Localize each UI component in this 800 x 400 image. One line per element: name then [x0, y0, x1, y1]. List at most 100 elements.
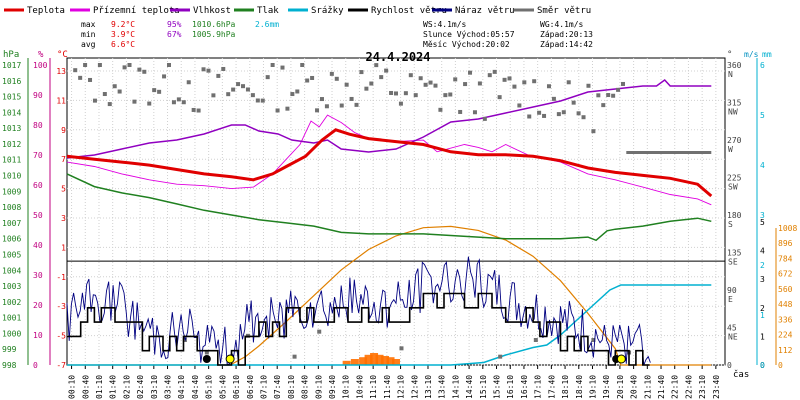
- direction-point: [191, 107, 196, 112]
- x-tick-label: 15:10: [479, 375, 488, 399]
- direction-point: [127, 63, 132, 67]
- direction-point: [206, 68, 211, 73]
- info-right: WG:4.1m/s: [540, 20, 584, 29]
- direction-point: [542, 113, 547, 118]
- x-tick-label: 16:40: [520, 375, 529, 399]
- pressure-tick-label: 1004: [2, 266, 21, 275]
- pressure-series-line: [66, 173, 712, 242]
- direction-point: [561, 110, 566, 115]
- wind-speed-series-line: [67, 292, 650, 366]
- direction-letter-label: SW: [728, 183, 738, 192]
- x-tick-label: 02:40: [136, 375, 145, 399]
- humidity-series-line: [66, 78, 712, 159]
- x-tick-label: 14:10: [451, 375, 460, 399]
- direction-letter-label: W: [728, 145, 733, 154]
- x-tick-label: 12:10: [397, 375, 406, 399]
- direction-point: [591, 338, 596, 342]
- solar-tick-label: 1008: [778, 224, 797, 233]
- solar-tick-label: 560: [778, 285, 793, 294]
- direction-point: [260, 98, 265, 103]
- info-right: Západ:20:13: [540, 30, 593, 39]
- solar-series-line: [67, 225, 712, 366]
- x-tick-label: 06:40: [246, 375, 255, 399]
- legend-label: Náraz větru: [455, 6, 515, 16]
- direction-point: [537, 110, 542, 115]
- sunset-marker: [616, 354, 626, 364]
- x-tick-label: 13:40: [438, 375, 447, 399]
- pressure-tick-label: 998: [2, 361, 17, 370]
- x-tick-label: 03:10: [150, 375, 159, 399]
- wind-tick-label: 2: [760, 304, 765, 313]
- direction-point: [354, 102, 359, 107]
- x-tick-label: 06:10: [232, 375, 241, 399]
- x-tick-label: 00:40: [81, 375, 90, 399]
- pressure-tick-label: 1006: [2, 235, 21, 244]
- direction-point: [364, 86, 369, 91]
- x-tick-label: 11:10: [369, 375, 378, 399]
- humidity-tick-label: 30: [33, 271, 43, 280]
- direction-letter-label: NW: [728, 108, 738, 117]
- temp-tick-label: 11: [56, 96, 66, 105]
- temp-axis-label: °C: [57, 50, 68, 60]
- solar-tick-label: 224: [778, 331, 793, 340]
- x-tick-label: 19:40: [602, 375, 611, 399]
- x-tick-label: 04:40: [191, 375, 200, 399]
- direction-point: [408, 73, 413, 78]
- temp-tick-label: -1: [56, 273, 66, 282]
- humidity-tick-label: 60: [33, 181, 43, 190]
- direction-axis-label: °: [727, 50, 732, 60]
- humidity-tick-label: 100: [33, 61, 48, 70]
- direction-point: [171, 100, 176, 105]
- x-tick-label: 05:10: [205, 375, 214, 399]
- direction-point: [453, 77, 458, 82]
- direction-point: [349, 96, 354, 101]
- pressure-axis-label: hPa: [3, 50, 19, 60]
- rain-tick-label: 3: [760, 211, 765, 220]
- direction-point: [448, 92, 453, 97]
- pressure-tick-label: 1009: [2, 187, 21, 196]
- direction-point: [201, 67, 206, 72]
- legend-label: Rychlost větru: [371, 6, 447, 16]
- precip-bar: [386, 357, 395, 365]
- direction-tick-label: 0: [727, 361, 732, 370]
- pressure-tick-label: 1001: [2, 314, 21, 323]
- rain-tick-label: 6: [760, 61, 765, 70]
- direction-letter-label: SE: [728, 258, 738, 267]
- temp-tick-label: 3: [61, 214, 66, 223]
- pressure-tick-label: 1012: [2, 140, 21, 149]
- direction-point: [300, 63, 305, 67]
- direction-point: [182, 338, 187, 342]
- x-tick-label: 13:10: [424, 375, 433, 399]
- x-tick-label: 01:40: [109, 375, 118, 399]
- direction-point: [344, 82, 349, 87]
- direction-point: [522, 80, 527, 85]
- pressure-tick-label: 1005: [2, 250, 21, 259]
- stat-humidity: 95%: [167, 20, 182, 29]
- time-axis-label: čas: [733, 369, 749, 380]
- x-tick-label: 02:10: [122, 375, 131, 399]
- direction-point: [527, 114, 532, 119]
- direction-point: [245, 87, 250, 92]
- direction-point: [132, 99, 137, 104]
- temp-tick-label: 7: [61, 155, 66, 164]
- direction-point: [498, 354, 503, 359]
- rain-tick-label: 0: [760, 361, 765, 370]
- direction-point: [413, 93, 418, 98]
- stat-temp: 9.2°C: [111, 20, 135, 29]
- info-left: Měsíc Východ:20:02: [423, 40, 510, 49]
- direction-point: [112, 84, 117, 89]
- rain-tick-label: 1: [760, 311, 765, 320]
- rain-axis-label: mm: [762, 50, 772, 59]
- direction-point: [97, 63, 102, 67]
- direction-point: [566, 80, 571, 85]
- humidity-tick-label: 70: [33, 151, 43, 160]
- x-tick-label: 00:10: [68, 375, 77, 399]
- direction-point: [423, 82, 428, 87]
- direction-point: [502, 77, 507, 82]
- direction-point: [472, 110, 477, 115]
- solar-tick-label: 896: [778, 239, 793, 248]
- legend-label: Srážky: [311, 6, 344, 16]
- direction-point: [107, 102, 112, 107]
- x-tick-label: 09:10: [314, 375, 323, 399]
- direction-point: [458, 109, 463, 114]
